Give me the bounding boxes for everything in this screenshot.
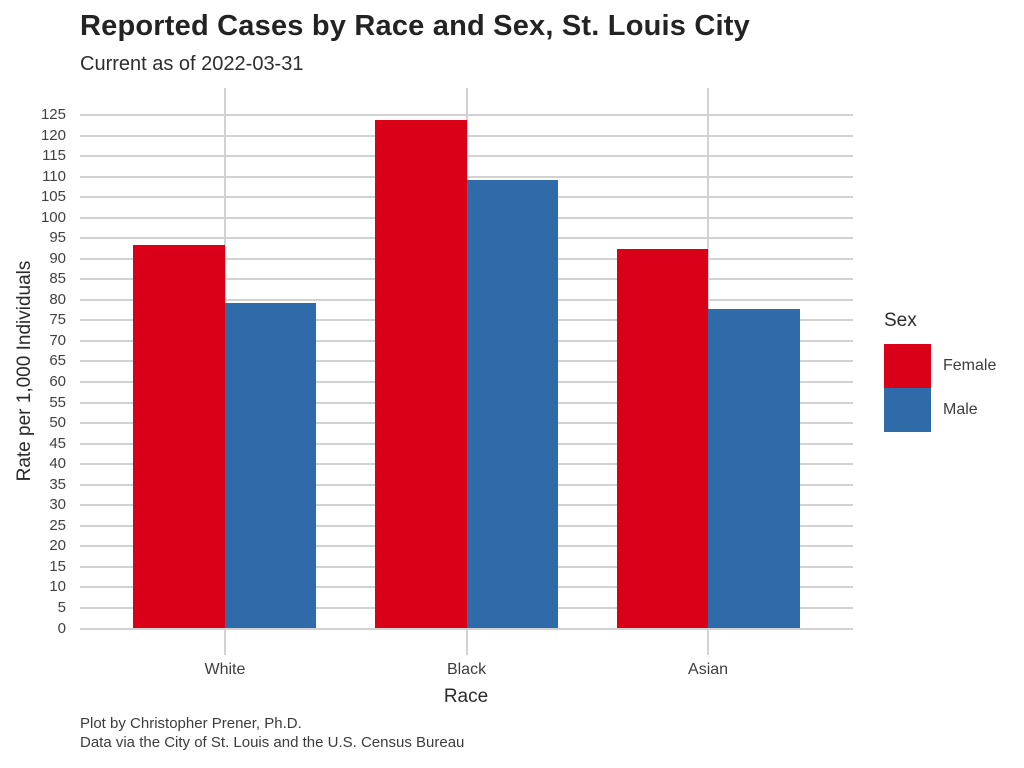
- y-tick-label: 110: [42, 167, 66, 185]
- chart-subtitle: Current as of 2022-03-31: [80, 53, 304, 75]
- y-tick-label: 75: [49, 311, 66, 329]
- y-tick-label: 80: [49, 290, 66, 308]
- y-tick-label: 90: [49, 249, 66, 267]
- y-tick-label: 30: [49, 496, 66, 514]
- y-tick-label: 50: [49, 414, 66, 432]
- legend-entries: Female Male: [884, 344, 996, 432]
- legend-swatch-female: [884, 344, 931, 388]
- legend-swatch-male: [884, 388, 931, 432]
- bar-male-asian: [708, 308, 800, 629]
- legend-entry-female: Female: [884, 344, 996, 388]
- bar-female-black: [375, 119, 467, 629]
- caption-line-2: Data via the City of St. Louis and the U…: [80, 734, 465, 751]
- bar-male-black: [466, 179, 558, 629]
- legend-title: Sex: [884, 310, 917, 331]
- plot-panel: [80, 88, 853, 655]
- legend: Sex Female Male: [884, 310, 996, 432]
- y-tick-label: 85: [49, 270, 66, 288]
- y-tick-label: 120: [40, 126, 66, 144]
- y-tick-label: 25: [49, 516, 66, 534]
- x-axis-title: Race: [443, 686, 489, 707]
- bar-male-white: [224, 303, 317, 629]
- x-tick-label-white: White: [204, 661, 246, 678]
- y-tick-label: 35: [49, 475, 66, 493]
- y-tick-label: 105: [40, 188, 66, 206]
- y-tick-label: 95: [49, 229, 66, 247]
- y-tick-label: 70: [49, 331, 66, 349]
- y-tick-label: 15: [49, 557, 66, 575]
- y-tick-label: 100: [40, 208, 66, 226]
- y-tick-label: 60: [49, 373, 66, 391]
- y-tick-label: 20: [49, 537, 66, 555]
- x-tick-label-asian: Asian: [688, 661, 729, 678]
- chart-title: Reported Cases by Race and Sex, St. Loui…: [80, 10, 750, 42]
- y-tick-label: 65: [49, 352, 66, 370]
- bar-female-asian: [616, 249, 709, 629]
- legend-label-male: Male: [943, 401, 978, 418]
- y-tick-label: 45: [49, 434, 66, 452]
- y-tick-label: 0: [57, 619, 66, 637]
- caption: Plot by Christopher Prener, Ph.D. Data v…: [80, 714, 464, 752]
- caption-line-1: Plot by Christopher Prener, Ph.D.: [80, 715, 302, 732]
- legend-entry-male: Male: [884, 388, 996, 432]
- bar-female-white: [133, 244, 225, 629]
- y-tick-label: 10: [49, 578, 66, 596]
- y-axis-tick-labels: 0 5 10 15 20 25 30 35 40 45 50 55 60 65 70 75 80 85 90 95 10…: [0, 88, 72, 655]
- y-tick-label: 40: [49, 455, 66, 473]
- y-tick-label: 125: [40, 106, 66, 123]
- y-tick-label: 5: [57, 598, 66, 616]
- y-tick-label: 55: [49, 393, 66, 411]
- y-tick-label: 115: [42, 147, 66, 165]
- x-tick-label-black: Black: [446, 661, 487, 678]
- legend-label-female: Female: [943, 357, 997, 374]
